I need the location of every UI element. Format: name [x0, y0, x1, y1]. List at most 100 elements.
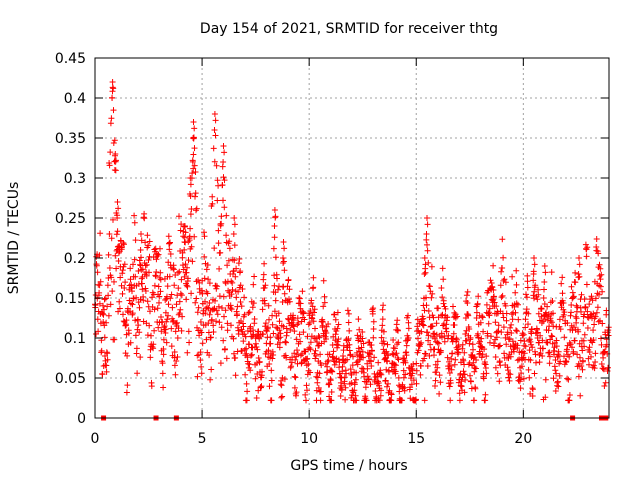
data-point	[533, 359, 539, 366]
data-point	[133, 294, 140, 301]
y-tick-label: 0.35	[55, 131, 86, 147]
data-point	[463, 292, 470, 299]
data-point	[535, 310, 542, 317]
data-point	[226, 238, 233, 245]
data-point	[268, 397, 275, 404]
data-point	[137, 247, 144, 253]
data-point	[464, 288, 471, 295]
data-point	[221, 313, 227, 320]
data-point	[421, 355, 428, 362]
data-point	[276, 327, 283, 334]
data-point	[190, 151, 197, 158]
data-point	[519, 330, 526, 337]
data-point	[421, 255, 428, 261]
data-point	[233, 294, 240, 301]
data-point	[132, 317, 139, 324]
data-point	[310, 318, 317, 325]
data-point	[101, 334, 108, 341]
data-point	[100, 319, 107, 325]
data-point	[483, 370, 490, 377]
data-point	[262, 282, 269, 289]
data-point	[178, 292, 185, 299]
data-point	[175, 285, 182, 292]
data-point	[188, 290, 195, 297]
data-point	[132, 237, 139, 244]
data-point	[111, 137, 118, 144]
data-point	[114, 228, 121, 235]
data-point	[219, 305, 225, 311]
data-point	[378, 387, 384, 394]
data-point	[549, 298, 556, 304]
data-point	[459, 341, 466, 348]
data-point	[312, 347, 319, 354]
data-point	[290, 317, 297, 324]
data-point	[248, 352, 254, 359]
data-point	[425, 332, 432, 339]
data-point	[418, 339, 425, 346]
data-point	[498, 294, 505, 301]
data-point	[281, 376, 288, 383]
data-point	[423, 294, 429, 301]
data-point	[124, 382, 131, 389]
data-point	[207, 376, 214, 383]
x-tick-label: 15	[407, 431, 425, 447]
data-point	[106, 162, 113, 169]
data-point	[394, 317, 401, 324]
data-point	[123, 389, 130, 396]
data-point	[369, 347, 375, 354]
data-point	[600, 354, 607, 361]
data-point	[591, 321, 598, 328]
data-point	[96, 300, 103, 307]
data-point	[265, 302, 272, 309]
data-point	[212, 132, 219, 139]
data-point	[146, 238, 153, 245]
data-point	[215, 303, 222, 310]
data-point	[439, 265, 446, 272]
data-point	[581, 311, 588, 318]
data-point	[518, 370, 525, 377]
y-tick-label: 0.05	[55, 371, 86, 387]
data-point	[195, 277, 202, 283]
data-point	[474, 300, 481, 307]
data-point	[492, 354, 499, 360]
data-point	[228, 322, 234, 329]
data-point	[380, 302, 387, 309]
data-point	[452, 314, 459, 321]
data-point	[136, 329, 143, 336]
data-point	[542, 376, 549, 383]
data-point	[345, 319, 352, 326]
data-point	[187, 175, 194, 181]
data-point	[423, 302, 430, 309]
data-point	[590, 337, 597, 343]
data-point	[326, 381, 333, 388]
data-point	[146, 269, 152, 276]
data-point	[106, 231, 113, 237]
data-point	[214, 177, 221, 184]
data-point	[165, 301, 172, 308]
data-point	[502, 334, 509, 341]
data-point	[342, 384, 349, 391]
data-point	[428, 294, 435, 301]
data-point	[433, 320, 440, 327]
data-point	[192, 169, 199, 175]
data-point	[578, 291, 585, 298]
data-point	[476, 340, 482, 347]
data-point	[291, 350, 298, 357]
data-point	[482, 365, 489, 371]
data-point	[473, 309, 480, 316]
data-point	[94, 269, 101, 276]
data-point	[514, 342, 521, 349]
data-point	[536, 359, 543, 366]
data-point	[541, 286, 547, 293]
data-point	[260, 271, 267, 278]
data-point	[220, 293, 227, 300]
data-point	[246, 361, 253, 368]
data-point	[480, 328, 487, 335]
data-point	[508, 330, 515, 336]
data-point	[536, 339, 543, 346]
data-point	[271, 308, 278, 315]
data-point	[513, 327, 519, 334]
data-point	[447, 362, 454, 369]
data-point	[427, 341, 434, 348]
data-point	[199, 340, 206, 347]
